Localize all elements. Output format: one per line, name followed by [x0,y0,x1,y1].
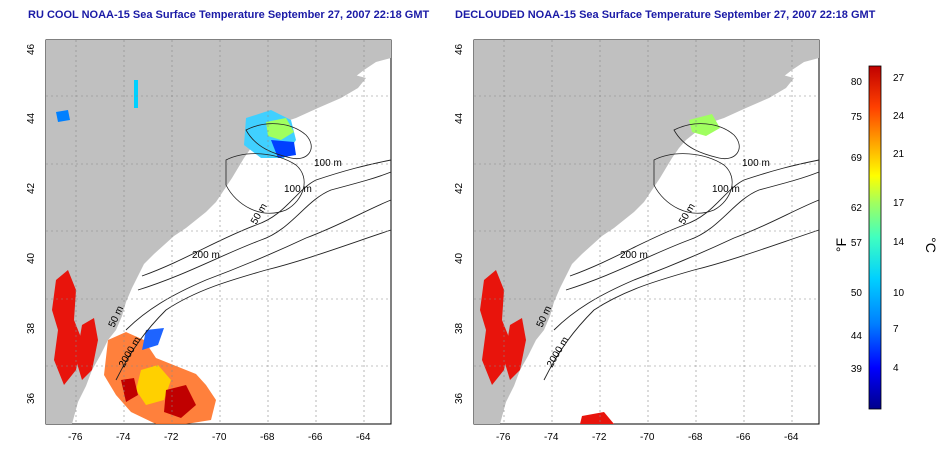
left-x-axis: -76 -74 -72 -70 -68 -66 -64 [68,432,371,443]
warm-water-region [504,318,526,380]
contour-label: 100 m [284,184,312,195]
cool-pixel-cluster [56,110,70,122]
x-tick-label: -74 [116,432,131,443]
fahrenheit-tick: 44 [851,331,863,342]
contour-label: 100 m [712,184,740,195]
fahrenheit-tick: 50 [851,288,863,299]
contour-label: 200 m [620,250,648,261]
left-map-panel: 100 m 100 m 50 m 200 m 50 m 2000 m [45,39,392,425]
x-tick-label: -64 [784,432,799,443]
y-tick-label: 38 [454,322,465,334]
celsius-tick: 14 [893,237,905,248]
celsius-tick: 27 [893,73,905,84]
celsius-tick: 24 [893,111,905,122]
cool-pixel-cluster [134,80,138,108]
celsius-tick: 17 [893,198,905,209]
gulf-of-maine-cool-patch [271,140,296,158]
x-tick-label: -70 [640,432,655,443]
y-tick-label: 36 [454,392,465,404]
grid-lines [474,40,819,424]
y-tick-label: 40 [454,252,465,264]
contour-label: 100 m [742,158,770,169]
x-tick-label: -76 [68,432,83,443]
colorbar-gradient [868,65,882,410]
y-tick-label: 36 [26,392,37,404]
gulf-of-maine-cool-patch [689,114,720,136]
y-tick-label: 44 [454,112,465,124]
fahrenheit-tick: 80 [851,77,863,88]
temperature-colorbar: 80 75 69 62 57 50 44 39 27 24 21 17 14 1… [833,65,939,410]
y-tick-label: 44 [26,112,37,124]
x-tick-label: -66 [736,432,751,443]
y-tick-label: 46 [26,43,37,55]
x-tick-label: -76 [496,432,511,443]
left-y-axis: 36 38 40 42 44 46 [26,43,37,404]
gulf-stream-region [164,385,196,418]
contour-label: 200 m [192,250,220,261]
x-tick-label: -74 [544,432,559,443]
left-panel-title: RU COOL NOAA-15 Sea Surface Temperature … [28,9,430,21]
celsius-unit-label: °C [923,237,939,253]
warm-water-region [76,318,98,380]
warm-water-region [580,412,614,424]
gulf-stream-region [121,378,138,402]
right-map-panel: 100 m 100 m 50 m 200 m 50 m 2000 m [473,39,820,425]
fahrenheit-tick: 57 [851,238,863,249]
gulf-stream-region [136,365,171,405]
x-tick-label: -72 [164,432,179,443]
grid-lines [46,40,391,424]
x-tick-label: -68 [260,432,275,443]
right-y-axis: 36 38 40 42 44 46 [454,43,465,404]
fahrenheit-tick: 39 [851,364,863,375]
contour-label: 100 m [314,158,342,169]
y-tick-label: 38 [26,322,37,334]
x-tick-label: -70 [212,432,227,443]
y-tick-label: 42 [454,182,465,194]
y-tick-label: 40 [26,252,37,264]
right-x-axis: -76 -74 -72 -70 -68 -66 -64 [496,432,799,443]
warm-water-region [52,270,82,385]
x-tick-label: -66 [308,432,323,443]
cool-pixel-cluster [142,328,164,350]
right-panel-title: DECLOUDED NOAA-15 Sea Surface Temperatur… [455,9,876,21]
y-tick-label: 46 [454,43,465,55]
x-tick-label: -68 [688,432,703,443]
celsius-tick: 7 [893,324,899,335]
y-tick-label: 42 [26,182,37,194]
fahrenheit-tick: 69 [851,153,863,164]
celsius-tick: 21 [893,149,905,160]
celsius-tick: 10 [893,288,905,299]
x-tick-label: -72 [592,432,607,443]
fahrenheit-tick: 62 [851,203,863,214]
warm-water-region [480,270,510,385]
fahrenheit-unit-label: °F [833,238,849,252]
celsius-tick: 4 [893,363,899,374]
fahrenheit-tick: 75 [851,112,863,123]
x-tick-label: -64 [356,432,371,443]
